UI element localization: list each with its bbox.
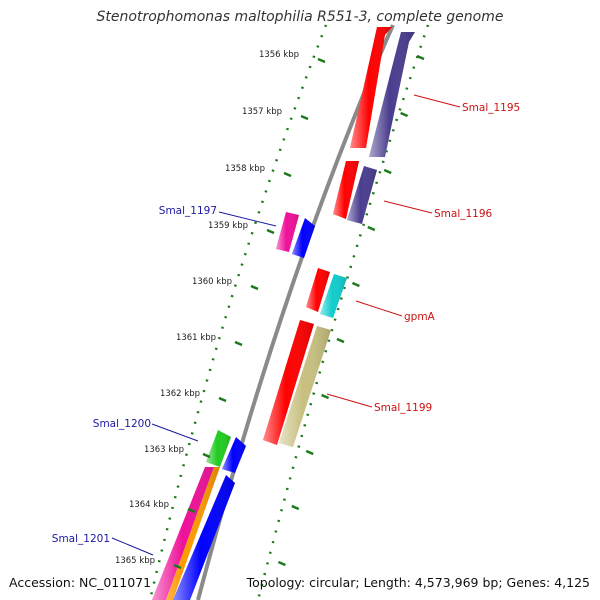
genome-summary: Topology: circular; Length: 4,573,969 bp… <box>246 575 590 590</box>
gene-smal-1199[interactable] <box>263 320 331 447</box>
tick-mark-outer <box>291 504 300 511</box>
tick-mark-outer <box>321 393 330 400</box>
label-smal-1200: Smal_1200 <box>93 418 151 430</box>
tick-mark-inner <box>283 171 292 178</box>
tick-mark-outer <box>336 337 345 344</box>
tick-mark-outer <box>383 168 392 175</box>
gene-smal-1196[interactable] <box>333 161 377 224</box>
tick-mark-inner <box>300 114 309 121</box>
tick-mark-outer <box>400 111 409 118</box>
tick-label: 1357 kbp <box>242 107 282 117</box>
gene-smal-1195[interactable] <box>350 27 415 157</box>
tick-label: 1360 kbp <box>192 277 232 287</box>
tick-mark-inner <box>173 563 182 570</box>
tick-label: 1365 kbp <box>115 556 155 566</box>
accession-label: Accession: NC_011071 <box>9 575 152 590</box>
tick-mark-outer <box>351 281 360 288</box>
tick-mark-inner <box>218 396 227 403</box>
leader-gpma <box>355 300 403 317</box>
inner-dotted-ring <box>148 24 328 600</box>
tick-mark-outer <box>416 54 425 61</box>
leader-smal-1199 <box>326 393 373 408</box>
tick-mark-inner <box>234 340 243 347</box>
gene-smal-1201[interactable] <box>152 467 235 600</box>
leader-smal-1197 <box>218 211 277 227</box>
label-smal-1197: Smal_1197 <box>159 205 217 217</box>
leader-smal-1201 <box>111 537 154 556</box>
leader-smal-1195 <box>413 94 461 108</box>
tick-layer: 1356 kbp 1357 kbp 1358 kbp 1359 kbp 1360 kbp… <box>115 50 425 570</box>
label-smal-1201: Smal_1201 <box>52 533 110 545</box>
tick-label: 1356 kbp <box>259 50 299 60</box>
tick-mark-inner <box>266 228 275 235</box>
gene-smal-1200[interactable] <box>206 430 246 473</box>
map-title: Stenotrophomonas maltophilia R551-3, com… <box>96 9 504 25</box>
label-leaders <box>111 94 461 556</box>
label-gpma: gpmA <box>404 311 436 323</box>
tick-mark-outer <box>367 225 376 232</box>
tick-mark-outer <box>277 560 286 567</box>
label-smal-1199: Smal_1199 <box>374 402 432 414</box>
tick-label: 1364 kbp <box>129 500 169 510</box>
tick-mark-inner <box>317 57 326 64</box>
tick-mark-inner <box>187 507 196 514</box>
leader-smal-1196 <box>383 200 433 214</box>
gene-gpma[interactable] <box>306 268 347 318</box>
gene-smal-1197[interactable] <box>276 212 315 258</box>
tick-mark-inner <box>250 284 259 291</box>
tick-mark-inner <box>202 452 211 459</box>
tick-label: 1362 kbp <box>160 389 200 399</box>
gene-labels: Smal_1195 Smal_1196 Smal_1197 gpmA Smal_… <box>52 102 520 545</box>
tick-label: 1359 kbp <box>208 221 248 231</box>
tick-label: 1358 kbp <box>225 164 265 174</box>
label-smal-1195: Smal_1195 <box>462 102 520 114</box>
tick-label: 1361 kbp <box>176 333 216 343</box>
leader-smal-1200 <box>151 423 199 442</box>
tick-mark-outer <box>305 449 314 456</box>
label-smal-1196: Smal_1196 <box>434 208 493 220</box>
tick-label: 1363 kbp <box>144 445 184 455</box>
